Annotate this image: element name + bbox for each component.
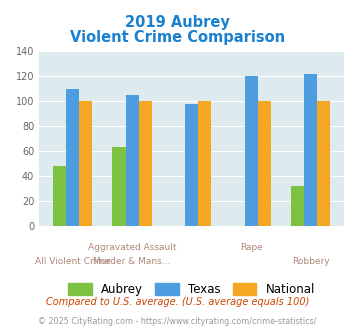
Text: Compared to U.S. average. (U.S. average equals 100): Compared to U.S. average. (U.S. average …	[46, 297, 309, 307]
Text: Robbery: Robbery	[292, 257, 330, 266]
Text: Violent Crime Comparison: Violent Crime Comparison	[70, 30, 285, 45]
Bar	[317, 101, 331, 226]
Bar	[126, 95, 139, 226]
Text: 2019 Aubrey: 2019 Aubrey	[125, 15, 230, 30]
Text: Aggravated Assault: Aggravated Assault	[88, 243, 176, 252]
Bar	[113, 148, 126, 226]
Text: Rape: Rape	[240, 243, 263, 252]
Bar	[139, 101, 152, 226]
Bar	[291, 186, 304, 226]
Bar	[53, 166, 66, 226]
Bar	[66, 89, 79, 226]
Bar	[185, 104, 198, 226]
Legend: Aubrey, Texas, National: Aubrey, Texas, National	[64, 278, 320, 301]
Text: Murder & Mans...: Murder & Mans...	[93, 257, 171, 266]
Bar	[198, 101, 211, 226]
Text: © 2025 CityRating.com - https://www.cityrating.com/crime-statistics/: © 2025 CityRating.com - https://www.city…	[38, 317, 317, 326]
Text: All Violent Crime: All Violent Crime	[35, 257, 110, 266]
Bar	[79, 101, 92, 226]
Bar	[304, 74, 317, 226]
Bar	[245, 76, 258, 226]
Bar	[258, 101, 271, 226]
